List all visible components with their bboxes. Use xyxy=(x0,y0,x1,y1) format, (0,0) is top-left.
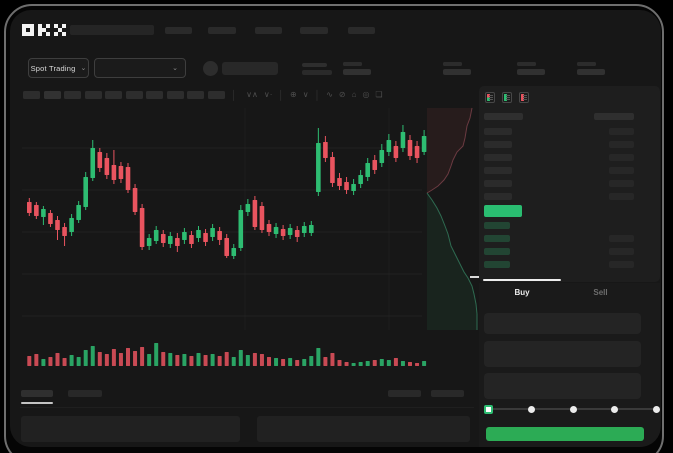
order-book-col-price xyxy=(484,113,523,120)
fullscreen-icon[interactable]: ❏ xyxy=(375,90,383,99)
amount-slider[interactable] xyxy=(484,403,660,416)
indicators-icon[interactable]: ⊕ xyxy=(290,90,297,99)
order-book-row[interactable] xyxy=(484,180,634,187)
order-book-row[interactable] xyxy=(484,193,634,200)
order-book-row[interactable] xyxy=(484,154,634,161)
amount-field[interactable] xyxy=(484,373,641,399)
nav-item[interactable] xyxy=(255,27,282,34)
order-book-view-toggles xyxy=(485,92,529,103)
slider-stop[interactable] xyxy=(569,406,577,413)
candle-style-icon[interactable]: ∨· xyxy=(263,90,273,99)
order-book-row[interactable] xyxy=(484,141,634,148)
nav-item[interactable] xyxy=(300,27,328,34)
pair-name-placeholder xyxy=(222,62,278,75)
tab-sell[interactable]: Sell xyxy=(593,287,608,297)
chart-type-icon[interactable]: ∨∧ xyxy=(246,90,258,99)
line-tool-icon[interactable]: ∿ xyxy=(326,90,333,99)
chart-toolbar: │ ∨∧ ∨· │ ⊕ ∨ │ ∿ ⊘ ⌂ ◎ ❏ xyxy=(23,88,386,102)
tab-buy[interactable]: Buy xyxy=(514,287,530,297)
nav-search-placeholder[interactable] xyxy=(70,25,154,35)
slider-handle[interactable] xyxy=(484,405,493,414)
market-type-label: Spot Trading xyxy=(30,63,76,73)
history-table-placeholder xyxy=(257,416,470,442)
orders-table-placeholder xyxy=(21,416,240,442)
timeframe-button[interactable] xyxy=(187,91,204,99)
slider-stop[interactable] xyxy=(653,406,660,413)
order-type-field[interactable] xyxy=(484,313,641,334)
timeframe-button[interactable] xyxy=(84,91,102,99)
orders-tab[interactable] xyxy=(68,390,102,397)
timeframe-button[interactable] xyxy=(64,91,81,99)
timeframe-button[interactable] xyxy=(43,91,61,99)
price-sub-placeholder xyxy=(302,70,332,75)
slider-stop[interactable] xyxy=(611,406,619,413)
order-book-row[interactable] xyxy=(484,167,634,174)
chevron-down-icon: ⌄ xyxy=(80,65,87,72)
draw-tool-icon[interactable]: ⊘ xyxy=(338,90,346,99)
orders-tab-active[interactable] xyxy=(21,390,53,397)
bid-rows xyxy=(484,222,634,274)
divider xyxy=(20,407,474,408)
timeframe-button[interactable] xyxy=(125,91,143,99)
order-book-row[interactable] xyxy=(484,222,634,229)
coin-avatar xyxy=(203,61,218,76)
last-price-highlight xyxy=(484,205,522,217)
order-book-col-amount xyxy=(594,113,634,120)
settings-icon[interactable]: ◎ xyxy=(362,90,370,99)
market-type-selector[interactable]: Spot Trading ⌄ xyxy=(28,58,89,78)
chevron-down-icon: ⌄ xyxy=(172,65,178,72)
buy-submit-button[interactable] xyxy=(486,427,644,441)
timeframe-button[interactable] xyxy=(166,91,184,99)
okx-logo xyxy=(22,24,66,36)
nav-item[interactable] xyxy=(208,27,236,34)
slider-stop[interactable] xyxy=(527,406,535,413)
timeframe-button[interactable] xyxy=(23,91,40,99)
timeframe-button[interactable] xyxy=(207,91,225,99)
order-book-row[interactable] xyxy=(484,128,634,135)
book-sell-icon[interactable] xyxy=(519,92,529,103)
nav-item[interactable] xyxy=(348,27,375,34)
price-placeholder xyxy=(302,63,327,67)
ask-rows xyxy=(484,128,634,206)
book-buy-icon[interactable] xyxy=(502,92,512,103)
camera-icon[interactable]: ⌂ xyxy=(351,90,357,99)
order-book-row[interactable] xyxy=(484,261,634,268)
divider: │ xyxy=(314,90,321,100)
candlestick-chart[interactable] xyxy=(20,104,482,374)
order-book-row[interactable] xyxy=(484,235,634,242)
price-field[interactable] xyxy=(484,341,641,367)
timeframe-button[interactable] xyxy=(105,91,122,99)
book-both-icon[interactable] xyxy=(485,92,495,103)
chevron-down-icon[interactable]: ∨ xyxy=(302,90,309,99)
tab-underline xyxy=(21,402,53,404)
nav-item[interactable] xyxy=(165,27,192,34)
pair-selector-dropdown[interactable]: ⌄ xyxy=(94,58,186,78)
divider: │ xyxy=(231,90,237,100)
orders-filter[interactable] xyxy=(431,390,464,397)
orders-filter[interactable] xyxy=(388,390,421,397)
app-window: Spot Trading ⌄ ⌄ xyxy=(10,10,661,447)
timeframe-button[interactable] xyxy=(146,91,163,99)
buy-tab-indicator xyxy=(483,279,561,281)
divider: │ xyxy=(278,90,284,100)
order-book-row[interactable] xyxy=(484,248,634,255)
